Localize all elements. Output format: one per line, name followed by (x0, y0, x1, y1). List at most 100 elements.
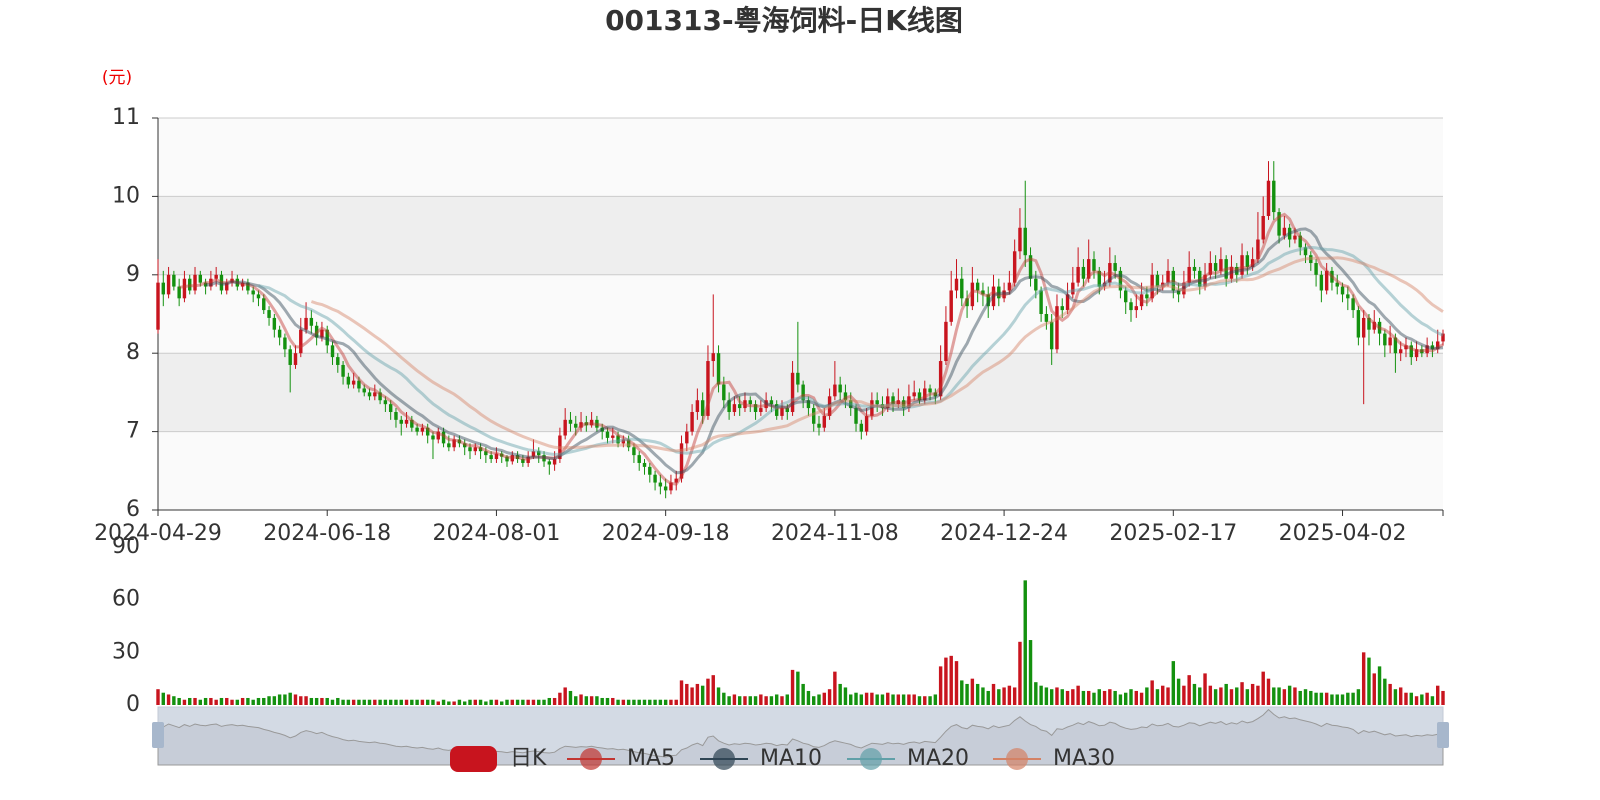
legend-symbol (713, 748, 735, 770)
candle-body (669, 482, 673, 491)
y-tick-label: 9 (126, 262, 140, 287)
legend-label: MA20 (907, 746, 969, 771)
volume-bar (1436, 685, 1440, 705)
volume-bar (309, 697, 314, 705)
zoom-handle[interactable] (1437, 722, 1449, 748)
candle-body (177, 286, 181, 299)
candle-body (1441, 333, 1445, 342)
volume-bar (1430, 696, 1435, 705)
candle-body (515, 455, 520, 460)
candle-body (817, 423, 821, 428)
volume-bar (1383, 678, 1387, 705)
candle-body (1330, 270, 1334, 283)
candle-body (521, 459, 525, 463)
volume-bar (1340, 694, 1345, 705)
volume-bar (425, 699, 430, 705)
candle-body (901, 400, 906, 409)
candle-body (531, 451, 536, 457)
x-tick-label: 2024-08-01 (433, 521, 561, 546)
volume-tick-label: 0 (126, 692, 140, 717)
volume-bar (410, 699, 414, 705)
volume-bar (944, 657, 948, 705)
candle-body (870, 400, 874, 416)
candle-body (1388, 337, 1392, 346)
candle-body (812, 408, 816, 424)
grid-band (158, 353, 1443, 432)
volume-bar (415, 699, 419, 705)
volume-bar (1256, 685, 1260, 705)
candle-body (452, 439, 456, 448)
candle-body (494, 453, 499, 460)
volume-bar (225, 697, 229, 705)
volume-bar (880, 694, 885, 705)
candle-body (214, 274, 218, 279)
candle-body (1346, 294, 1350, 299)
volume-bar (515, 699, 520, 705)
volume-bar (965, 683, 969, 705)
candle-body (568, 419, 573, 424)
candle-body (1351, 298, 1355, 311)
candle-body (1065, 294, 1070, 311)
candle-body (1007, 282, 1012, 291)
volume-bar (404, 699, 409, 705)
volume-bar (1414, 696, 1419, 705)
candle-body (219, 274, 224, 291)
volume-bar (1113, 690, 1117, 705)
candle-body (938, 361, 943, 397)
volume-bar (579, 694, 583, 705)
volume-bar (1229, 689, 1234, 705)
volume-bar (1092, 692, 1096, 705)
zoom-handle[interactable] (152, 722, 164, 748)
volume-bar (864, 692, 869, 705)
volume-bar (1192, 683, 1197, 705)
candle-body (785, 408, 789, 412)
volume-bar (621, 699, 626, 705)
candle-body (864, 415, 869, 432)
candle-body (166, 274, 171, 295)
candle-body (769, 400, 774, 405)
candle-body (293, 353, 298, 365)
volume-bar (1049, 689, 1054, 705)
candle-body (611, 435, 615, 438)
candle-body (1023, 227, 1027, 256)
candle-body (759, 408, 763, 412)
candle-body (1430, 345, 1435, 350)
candle-body (1436, 341, 1440, 350)
volume-bar (1208, 685, 1213, 705)
volume-bar (1272, 687, 1276, 705)
volume-bar (1086, 690, 1091, 705)
volume-bar (1182, 685, 1186, 705)
volume-bar (711, 675, 715, 705)
candle-body (1113, 263, 1117, 271)
candle-body (1203, 274, 1207, 287)
candle-body (542, 455, 546, 462)
candle-body (357, 380, 361, 389)
candle-body (1319, 274, 1324, 291)
candle-body (975, 282, 980, 291)
candle-body (526, 456, 530, 463)
volume-bar (658, 699, 663, 705)
candle-body (1277, 212, 1281, 236)
volume-bar (801, 683, 805, 705)
volume-bar (362, 699, 366, 705)
volume-bar (262, 697, 266, 705)
candle-body (1076, 266, 1080, 283)
volume-bar (1441, 690, 1445, 705)
candle-body (1309, 255, 1313, 264)
volume-bar (1028, 640, 1033, 705)
volume-bar (748, 696, 752, 705)
volume-tick-label: 90 (112, 534, 140, 559)
candle-body (1086, 259, 1091, 279)
volume-bar (172, 696, 176, 705)
volume-bar (806, 690, 811, 705)
volume-bar (1171, 661, 1176, 705)
candle-body (1055, 306, 1059, 350)
volume-bar (685, 683, 689, 705)
candle-body (1229, 266, 1234, 279)
volume-bar (277, 694, 282, 705)
volume-bar (1404, 692, 1408, 705)
candle-body (806, 400, 811, 409)
candle-body (330, 345, 335, 358)
candle-body (431, 435, 435, 440)
candle-body (394, 412, 398, 420)
